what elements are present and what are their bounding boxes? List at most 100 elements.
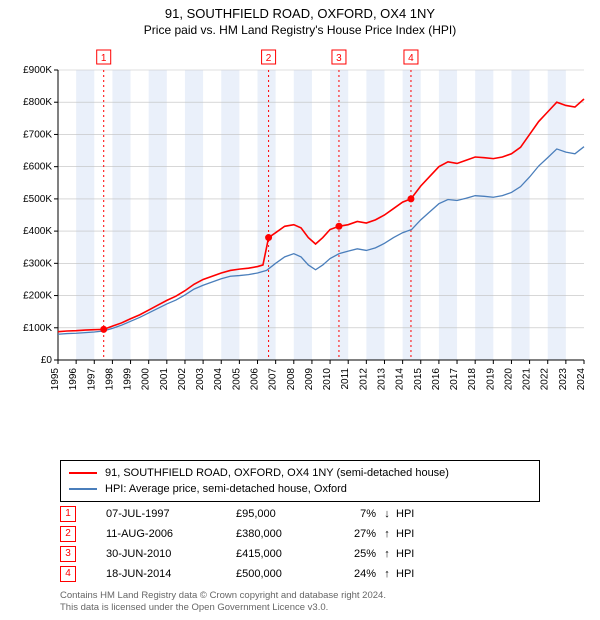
event-pct: 25% xyxy=(336,548,376,560)
legend: 91, SOUTHFIELD ROAD, OXFORD, OX4 1NY (se… xyxy=(60,460,540,502)
year-band xyxy=(258,70,276,360)
event-hpi-label: HPI xyxy=(396,548,414,560)
xlabel: 2014 xyxy=(395,368,406,391)
ylabel: £800K xyxy=(23,97,52,108)
event-row: 1 07-JUL-1997£95,0007% ↓HPI xyxy=(60,504,540,524)
event-badge-number: 4 xyxy=(408,53,414,64)
event-arrow-icon: ↑ xyxy=(380,528,394,540)
year-band xyxy=(366,70,384,360)
year-band xyxy=(76,70,94,360)
ylabel: £100K xyxy=(23,323,52,334)
xlabel: 2012 xyxy=(358,368,369,391)
event-hpi-label: HPI xyxy=(396,528,414,540)
ylabel: £600K xyxy=(23,162,52,173)
ylabel: £0 xyxy=(41,355,53,366)
xlabel: 2020 xyxy=(503,368,514,391)
event-badge-small: 1 xyxy=(60,506,76,522)
legend-swatch-property xyxy=(69,472,97,474)
page-subtitle: Price paid vs. HM Land Registry's House … xyxy=(0,21,600,37)
series-property xyxy=(58,99,584,332)
ylabel: £400K xyxy=(23,226,52,237)
xlabel: 2004 xyxy=(213,368,224,391)
event-dot xyxy=(265,234,272,241)
year-band xyxy=(149,70,167,360)
event-dot xyxy=(100,326,107,333)
event-pct: 27% xyxy=(336,528,376,540)
xlabel: 1996 xyxy=(68,368,79,391)
xlabel: 2009 xyxy=(304,368,315,391)
xlabel: 2013 xyxy=(376,368,387,391)
year-band xyxy=(112,70,130,360)
xlabel: 2024 xyxy=(576,368,587,391)
event-price: £500,000 xyxy=(236,568,336,580)
event-row: 211-AUG-2006£380,00027%↑HPI xyxy=(60,524,540,544)
footer: Contains HM Land Registry data © Crown c… xyxy=(60,590,540,614)
footer-line-2: This data is licensed under the Open Gov… xyxy=(60,602,540,614)
xlabel: 2018 xyxy=(467,368,478,391)
event-dot xyxy=(335,223,342,230)
xlabel: 1997 xyxy=(86,368,97,391)
event-badge-number: 2 xyxy=(266,53,272,64)
xlabel: 2022 xyxy=(540,368,551,391)
series-hpi xyxy=(58,147,584,335)
events-table: 107-JUL-1997£95,0007%↓HPI211-AUG-2006£38… xyxy=(60,504,540,584)
xlabel: 2021 xyxy=(522,368,533,391)
legend-swatch-hpi xyxy=(69,488,97,490)
event-price: £95,000 xyxy=(236,508,336,520)
xlabel: 2010 xyxy=(322,368,333,391)
xlabel: 2011 xyxy=(340,368,351,390)
year-band xyxy=(548,70,566,360)
ylabel: £700K xyxy=(23,129,52,140)
event-arrow-icon: ↓ xyxy=(380,508,394,520)
event-arrow-icon: ↑ xyxy=(380,568,394,580)
xlabel: 1998 xyxy=(104,368,115,391)
event-row: 4 18-JUN-2014£500,00024% ↑HPI xyxy=(60,564,540,584)
xlabel: 2001 xyxy=(159,368,170,391)
xlabel: 2007 xyxy=(268,368,279,391)
event-row: 3 30-JUN-2010£415,00025% ↑HPI xyxy=(60,544,540,564)
footer-line-1: Contains HM Land Registry data © Crown c… xyxy=(60,590,540,602)
year-band xyxy=(294,70,312,360)
xlabel: 2003 xyxy=(195,368,206,391)
xlabel: 1995 xyxy=(50,368,61,391)
ylabel: £500K xyxy=(23,194,52,205)
ylabel: £300K xyxy=(23,258,52,269)
xlabel: 2006 xyxy=(250,368,261,391)
year-band xyxy=(403,70,421,360)
event-dot xyxy=(407,195,414,202)
legend-row-hpi: HPI: Average price, semi-detached house,… xyxy=(69,481,531,497)
event-arrow-icon: ↑ xyxy=(380,548,394,560)
xlabel: 1999 xyxy=(123,368,134,391)
year-band xyxy=(475,70,493,360)
chart: £0 £100K £200K £300K £400K £500K £600K £700K £80… xyxy=(10,44,590,404)
event-badge-small: 4 xyxy=(60,566,76,582)
legend-row-property: 91, SOUTHFIELD ROAD, OXFORD, OX4 1NY (se… xyxy=(69,465,531,481)
xlabel: 2017 xyxy=(449,368,460,391)
xlabel: 2002 xyxy=(177,368,188,391)
ylabel: £200K xyxy=(23,291,52,302)
event-pct: 7% xyxy=(336,508,376,520)
year-band xyxy=(185,70,203,360)
event-badge-number: 1 xyxy=(101,53,107,64)
chart-svg: £0 £100K £200K £300K £400K £500K £600K £700K £80… xyxy=(10,44,590,404)
event-price: £415,000 xyxy=(236,548,336,560)
event-badge-small: 2 xyxy=(60,526,76,542)
event-date: 11-AUG-2006 xyxy=(106,528,236,540)
xlabel: 2008 xyxy=(286,368,297,391)
event-badge-number: 3 xyxy=(336,53,342,64)
year-band xyxy=(439,70,457,360)
event-date: 18-JUN-2014 xyxy=(106,568,236,580)
page-title: 91, SOUTHFIELD ROAD, OXFORD, OX4 1NY xyxy=(0,0,600,21)
event-pct: 24% xyxy=(336,568,376,580)
event-date: 30-JUN-2010 xyxy=(106,548,236,560)
year-band xyxy=(511,70,529,360)
ylabel: £900K xyxy=(23,65,52,76)
event-hpi-label: HPI xyxy=(396,508,414,520)
event-date: 07-JUL-1997 xyxy=(106,508,236,520)
event-hpi-label: HPI xyxy=(396,568,414,580)
xlabel: 2023 xyxy=(558,368,569,391)
page: 91, SOUTHFIELD ROAD, OXFORD, OX4 1NY Pri… xyxy=(0,0,600,620)
event-badge-small: 3 xyxy=(60,546,76,562)
legend-label-property: 91, SOUTHFIELD ROAD, OXFORD, OX4 1NY (se… xyxy=(105,467,449,479)
xlabel: 2015 xyxy=(413,368,424,391)
